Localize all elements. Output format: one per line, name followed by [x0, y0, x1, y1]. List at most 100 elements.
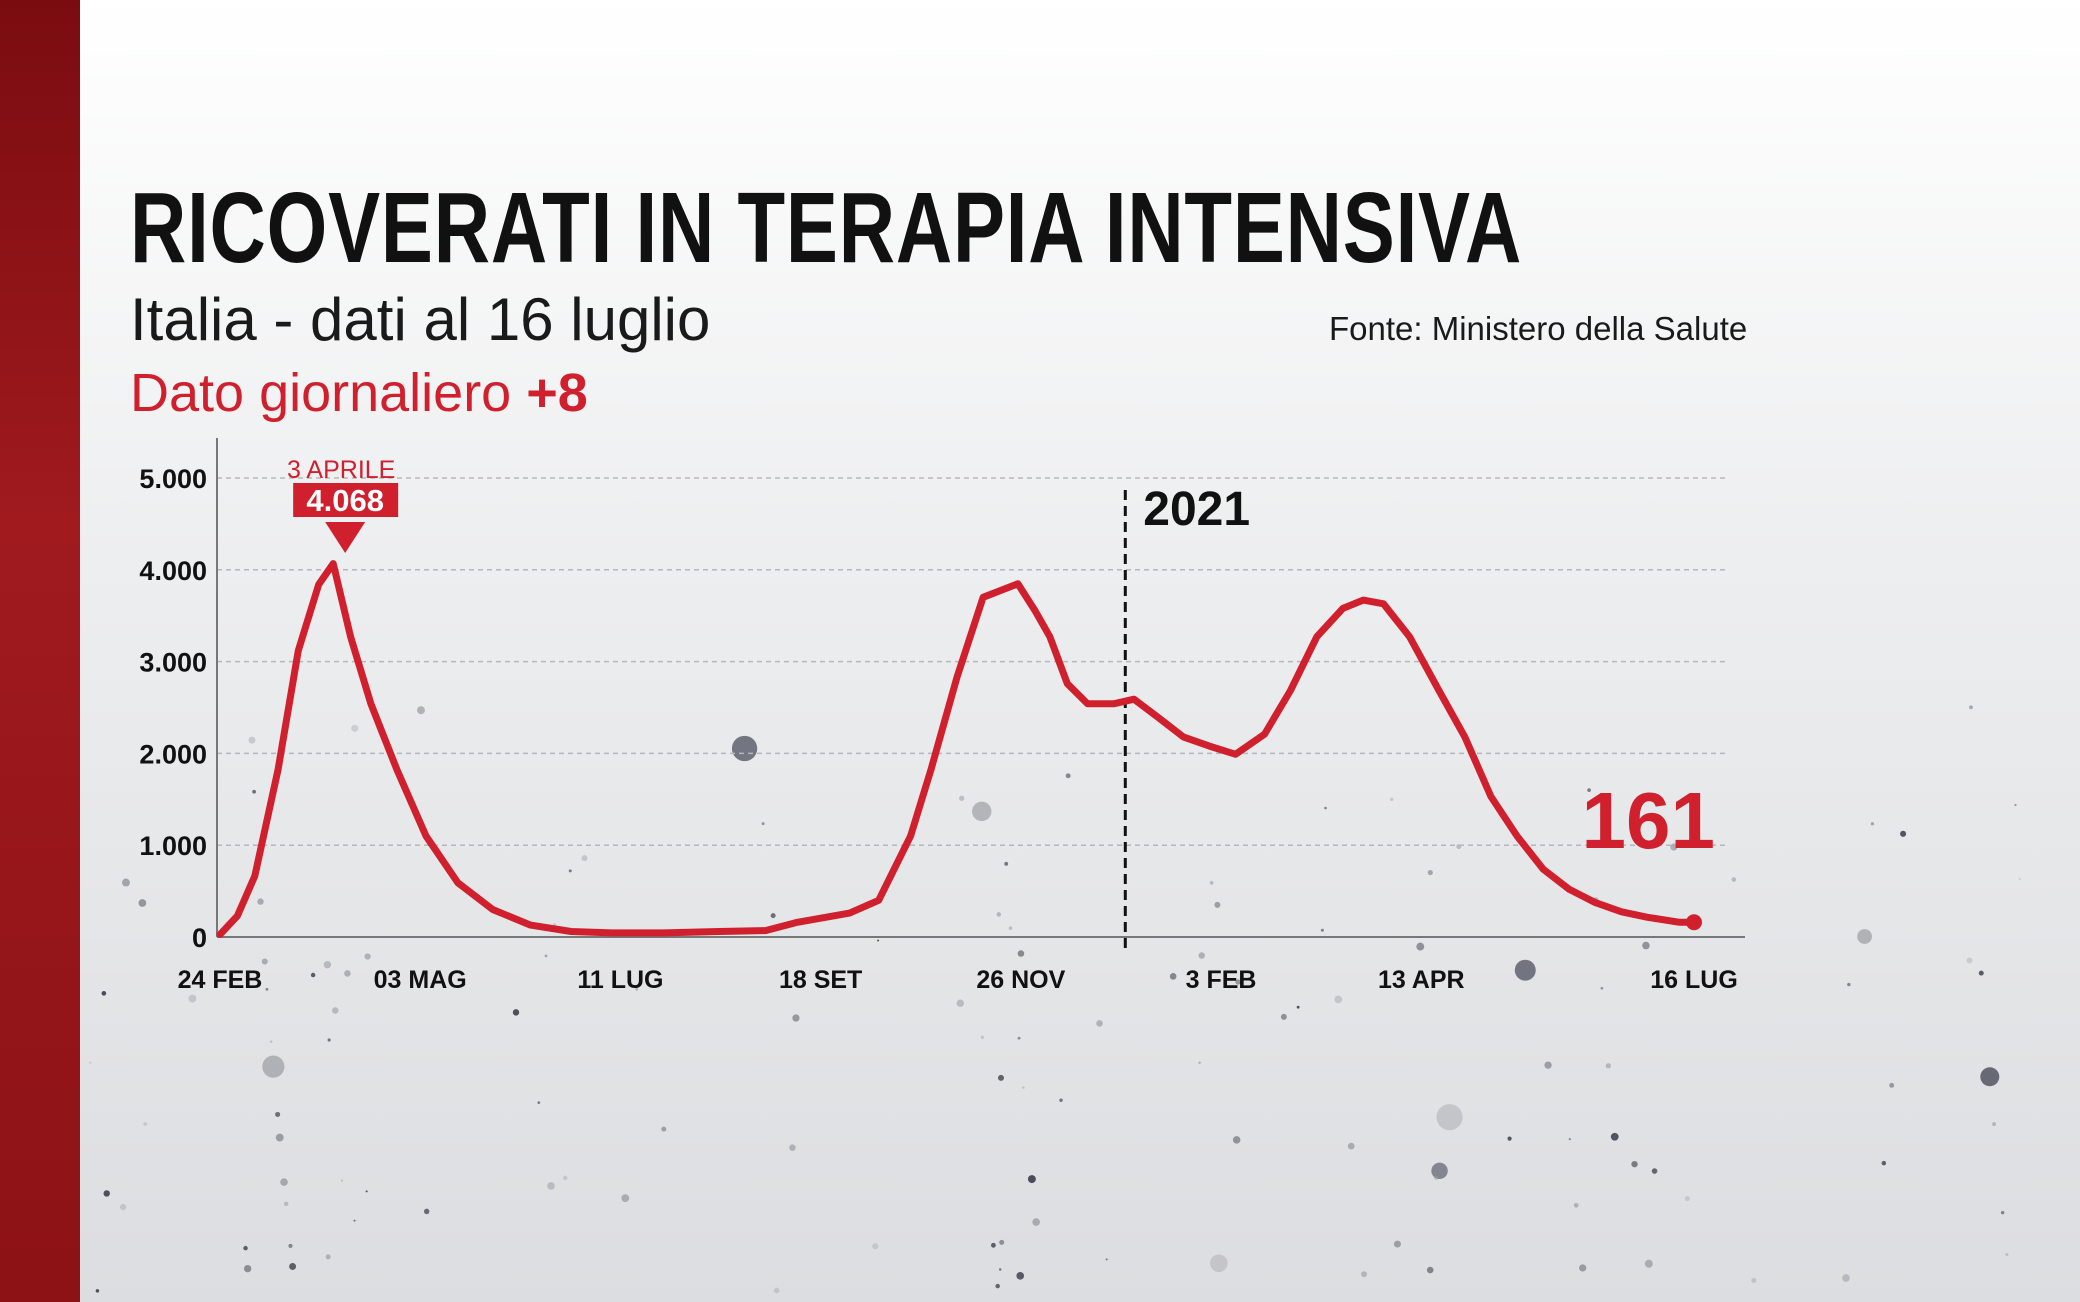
peak-pointer-icon: [325, 522, 366, 553]
background-dot: [1544, 1061, 1552, 1069]
background-dot: [999, 1239, 1005, 1245]
background-dot: [265, 987, 269, 991]
background-dot: [1016, 1272, 1025, 1280]
background-dot: [959, 795, 965, 801]
background-dot: [1105, 1258, 1108, 1261]
background-dot: [1427, 869, 1433, 876]
daily-label: Dato giornaliero: [130, 363, 512, 423]
y-tick-label: 5.000: [139, 464, 207, 494]
background-dot: [364, 953, 371, 960]
y-tick-label: 4.000: [139, 556, 207, 586]
background-dot: [1847, 982, 1851, 987]
background-dot: [248, 736, 256, 744]
background-dot: [283, 1201, 289, 1206]
x-axis-ticks: 24 FEB 03 MAG 11 LUG 18 SET 26 NOV 3 FEB 13 AP…: [178, 966, 1738, 994]
background-dot: [261, 958, 268, 965]
background-dot: [121, 878, 130, 887]
background-dot: [761, 822, 765, 826]
background-dot: [138, 899, 147, 907]
background-dot: [1980, 1067, 2000, 1087]
background-dot: [1684, 1196, 1690, 1202]
background-dot: [1870, 822, 1875, 826]
background-dot: [1198, 1061, 1201, 1064]
year-marker: 2021: [1123, 483, 1250, 950]
background-dot: [101, 991, 107, 996]
x-tick-label: 18 SET: [779, 966, 862, 994]
background-dot: [1433, 1175, 1438, 1180]
x-tick-label: 16 LUG: [1650, 966, 1738, 994]
background-dot: [1022, 1086, 1025, 1089]
background-dot: [2014, 803, 2017, 807]
background-dot: [2000, 1210, 2005, 1215]
background-dot: [1573, 1202, 1579, 1208]
background-dot: [956, 999, 965, 1007]
background-dot: [661, 1126, 667, 1132]
background-dot: [1027, 1175, 1036, 1184]
x-tick-label: 26 NOV: [976, 966, 1065, 994]
background-dot: [2005, 1252, 2009, 1257]
x-tick-label: 11 LUG: [577, 966, 663, 994]
background-dot: [1209, 880, 1214, 885]
background-dot: [199, 929, 206, 935]
background-dot: [1232, 1136, 1241, 1144]
background-dot: [89, 1061, 92, 1064]
background-dot: [1017, 1036, 1021, 1040]
background-dot: [353, 1219, 356, 1222]
background-dot: [257, 898, 264, 905]
background-dot: [773, 1287, 780, 1294]
background-dot: [340, 1179, 344, 1182]
background-dot: [332, 1007, 339, 1014]
background-dot: [262, 1055, 285, 1078]
background-dot: [1969, 705, 1973, 710]
background-dot: [243, 1245, 248, 1251]
background-dot: [289, 1263, 297, 1270]
series-line: [216, 560, 1698, 938]
x-tick-label: 13 APR: [1378, 966, 1465, 994]
background-dot: [972, 801, 992, 822]
background-dot: [980, 1035, 985, 1040]
background-dot: [1587, 788, 1591, 792]
background-dot: [280, 1178, 288, 1186]
series: [216, 560, 1702, 938]
background-dot: [344, 970, 351, 977]
background-dot: [1065, 773, 1071, 779]
background-dot: [325, 1254, 331, 1260]
background-dot: [1900, 830, 1907, 837]
x-tick-label: 3 FEB: [1186, 966, 1257, 994]
chart-subtitle: Italia - dati al 16 luglio: [130, 286, 711, 353]
background-dot: [1096, 1020, 1103, 1027]
background-dot: [1416, 942, 1425, 951]
background-dot: [275, 1133, 284, 1142]
background-dot: [1210, 1254, 1228, 1273]
background-dots: [89, 705, 2021, 1294]
background-dot: [1032, 1218, 1040, 1226]
red-side-strip: [0, 0, 80, 1302]
background-dot: [252, 789, 257, 794]
background-dot: [1280, 1013, 1287, 1020]
background-dot: [1857, 929, 1872, 944]
background-dot: [792, 1014, 800, 1022]
daily-change: Dato giornaliero +8: [130, 362, 588, 424]
background-dot: [327, 1038, 331, 1042]
background-dot: [1426, 1266, 1434, 1274]
background-dot: [621, 1194, 630, 1203]
background-dot: [1431, 1162, 1448, 1180]
background-dot: [1751, 1277, 1757, 1284]
background-dot: [1514, 959, 1536, 981]
background-dot: [1666, 980, 1670, 985]
background-dot: [1059, 1098, 1063, 1102]
gridlines: [217, 477, 1725, 846]
background-dot: [1347, 1142, 1355, 1150]
chart-title: RICOVERATI IN TERAPIA INTENSIVA: [130, 172, 1523, 284]
background-dot: [789, 1144, 796, 1151]
x-tick-label: 03 MAG: [374, 966, 467, 994]
year-label: 2021: [1143, 483, 1250, 536]
background-dot: [547, 1182, 555, 1190]
background-dot: [417, 706, 425, 715]
background-dot: [512, 1009, 520, 1016]
background-dot: [1008, 926, 1013, 930]
background-dot: [990, 1242, 996, 1248]
background-dot: [1605, 1063, 1611, 1069]
background-dot: [998, 1268, 1002, 1271]
background-dot: [275, 1111, 281, 1118]
